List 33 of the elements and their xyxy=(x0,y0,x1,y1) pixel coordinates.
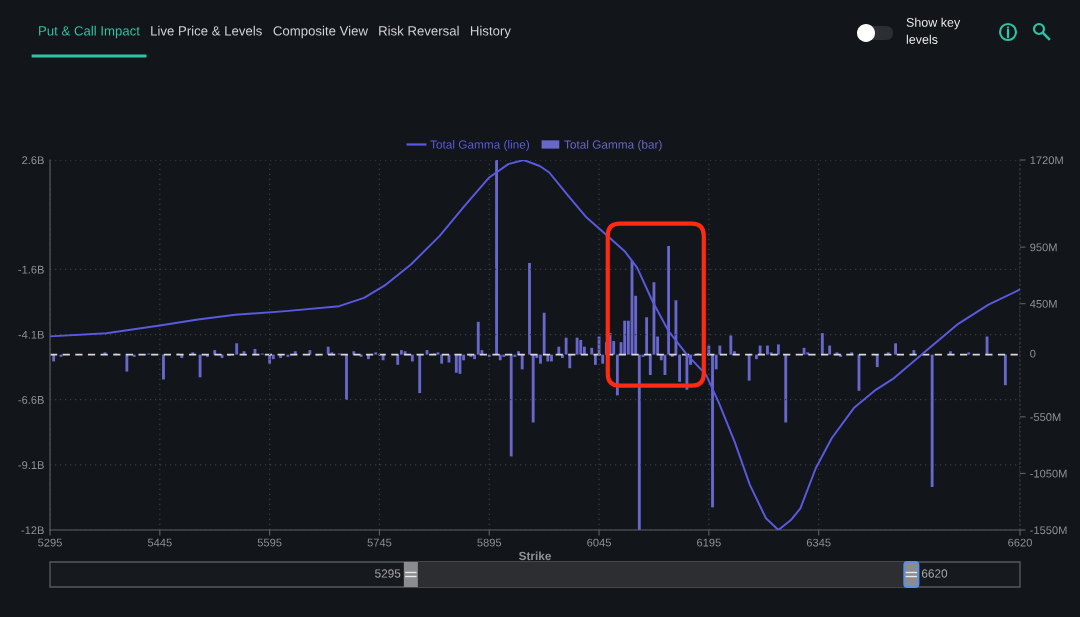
y2-tick-label: -1550M xyxy=(1030,526,1067,535)
text: Live Price & Levels xyxy=(151,25,262,36)
x-tick-label: 5295 xyxy=(38,538,62,547)
y2-tick-label: -1050M xyxy=(1030,469,1067,478)
y2-tick-label: 450M xyxy=(1029,299,1057,308)
y2-tick-label: -550M xyxy=(1030,413,1061,421)
y2-tick-label: 950M xyxy=(1030,243,1057,252)
y-tick-label: -9.1B xyxy=(18,461,44,469)
y-tick-label: -4.1B xyxy=(18,330,44,339)
x-tick-label: 5895 xyxy=(477,538,502,547)
y-tick-label: -6.6B xyxy=(18,395,44,404)
y2-tick-label: 1720M xyxy=(1030,156,1063,165)
ref-line-label: 0 xyxy=(1030,349,1036,358)
text: Risk Reversal xyxy=(379,25,459,36)
x-tick-label: 6620 xyxy=(1008,538,1032,547)
text: History xyxy=(470,25,511,39)
x-tick-label: 6345 xyxy=(806,538,831,547)
y-tick-label: -1.6B xyxy=(18,265,44,274)
text: Show key levels xyxy=(906,17,961,44)
x-tick-label: 5445 xyxy=(147,538,172,547)
y-tick-label: -12B xyxy=(21,526,44,535)
legend-label: Total Gamma (line) xyxy=(430,140,530,152)
x-tick-label: 6045 xyxy=(587,538,611,547)
text: 5295 xyxy=(375,569,401,578)
text: 6620 xyxy=(921,569,948,578)
x-tick-label: 6195 xyxy=(697,538,721,547)
y-tick-label: 2.6B xyxy=(22,156,44,165)
legend-label: Total Gamma (bar) xyxy=(564,140,662,152)
x-tick-label: 5745 xyxy=(367,538,392,547)
text: Put & Call Impact xyxy=(39,25,140,39)
text: Composite View xyxy=(273,25,369,39)
x-axis-title: Strike xyxy=(518,551,551,561)
x-tick-label: 5595 xyxy=(257,538,282,547)
